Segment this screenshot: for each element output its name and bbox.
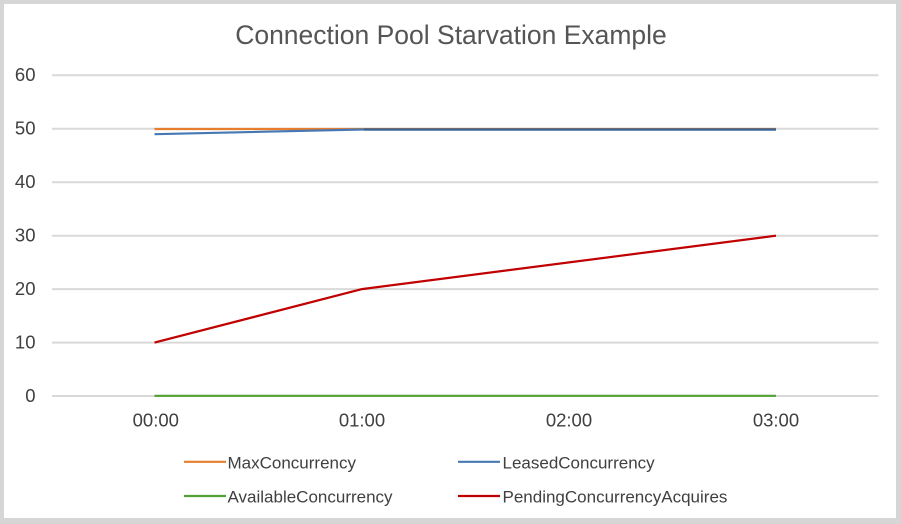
svg-text:03:00: 03:00 (753, 410, 799, 431)
svg-text:50: 50 (15, 118, 36, 139)
svg-text:0: 0 (25, 385, 35, 406)
svg-text:30: 30 (15, 225, 36, 246)
svg-text:40: 40 (15, 171, 36, 192)
svg-text:20: 20 (15, 278, 36, 299)
svg-text:60: 60 (15, 64, 36, 85)
svg-text:Connection Pool Starvation Exa: Connection Pool Starvation Example (235, 20, 667, 50)
svg-text:01:00: 01:00 (339, 410, 385, 431)
svg-text:00:00: 00:00 (133, 410, 179, 431)
svg-text:02:00: 02:00 (546, 410, 592, 431)
svg-text:PendingConcurrencyAcquires: PendingConcurrencyAcquires (503, 488, 728, 507)
svg-text:MaxConcurrency: MaxConcurrency (228, 454, 357, 473)
svg-text:10: 10 (15, 332, 36, 353)
svg-text:AvailableConcurrency: AvailableConcurrency (228, 488, 394, 507)
svg-text:LeasedConcurrency: LeasedConcurrency (503, 454, 656, 473)
